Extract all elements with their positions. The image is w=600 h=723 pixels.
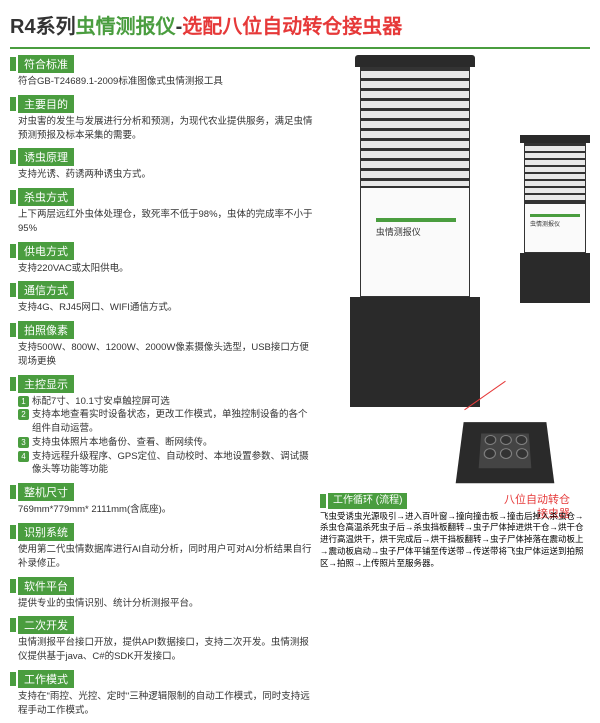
spec-list: 符合标准符合GB-T24689.1-2009标准图像式虫情测报工具主要目的对虫害… <box>10 55 315 723</box>
section-body: 1标配7寸、10.1寸安卓触控屏可选2支持本地查看实时设备状态，更改工作模式，单… <box>10 393 315 480</box>
device-small-label: 虫情测报仪 <box>530 219 585 228</box>
num-badge-icon: 1 <box>18 396 29 407</box>
device-small: 虫情测报仪 <box>520 135 590 303</box>
section-title: 识别系统 <box>18 523 74 541</box>
workflow-section: 工作循环 (流程) 飞虫受诱虫光源吸引→进入百叶窗→撞向撞击板→撞击后掉入杀虫仓… <box>320 493 590 570</box>
spec-section: 符合标准符合GB-T24689.1-2009标准图像式虫情测报工具 <box>10 55 315 91</box>
section-body: 支持220VAC或太阳供电。 <box>10 260 315 278</box>
section-title: 供电方式 <box>18 242 74 260</box>
list-item: 3支持虫体照片本地备份、查看、断网续传。 <box>18 436 315 450</box>
spec-section: 主控显示1标配7寸、10.1寸安卓触控屏可选2支持本地查看实时设备状态，更改工作… <box>10 375 315 480</box>
spec-section: 整机尺寸769mm*779mm* 2111mm(含底座)。 <box>10 483 315 519</box>
title-prefix: R4系列 <box>10 10 76 39</box>
spec-section: 通信方式支持4G、RJ45网口、WIFI通信方式。 <box>10 281 315 317</box>
page-title: R4系列 虫情测报仪 - 选配八位自动转仓接虫器 <box>10 10 590 39</box>
section-body: 使用第二代虫情数据库进行AI自动分析，同时用户可对AI分析结果自行补录修正。 <box>10 541 315 573</box>
section-title: 整机尺寸 <box>18 483 74 501</box>
spec-section: 二次开发虫情测报平台接口开放，提供API数据接口，支持二次开发。虫情测报仪提供基… <box>10 616 315 666</box>
section-body: 支持4G、RJ45网口、WIFI通信方式。 <box>10 299 315 317</box>
workflow-body: 飞虫受诱虫光源吸引→进入百叶窗→撞向撞击板→撞击后掉入杀虫仓→杀虫仓高温杀死虫子… <box>320 511 590 570</box>
section-body: 769mm*779mm* 2111mm(含底座)。 <box>10 501 315 519</box>
section-body: 提供专业的虫情识别、统计分析测报平台。 <box>10 595 315 613</box>
device-illustration: 虫情测报仪 虫情测报仪 <box>315 55 590 723</box>
spec-section: 诱虫原理支持光诱、药诱两种诱虫方式。 <box>10 148 315 184</box>
section-body: 支持500W、800W、1200W、2000W像素摄像头选型，USB接口方便现场… <box>10 339 315 371</box>
num-badge-icon: 3 <box>18 437 29 448</box>
section-title: 主要目的 <box>18 95 74 113</box>
spec-section: 拍照像素支持500W、800W、1200W、2000W像素摄像头选型，USB接口… <box>10 321 315 371</box>
list-item: 1标配7寸、10.1寸安卓触控屏可选 <box>18 395 315 409</box>
workflow-title: 工作循环 (流程) <box>328 493 407 509</box>
section-body: 支持光诱、药诱两种诱虫方式。 <box>10 166 315 184</box>
device-main: 虫情测报仪 <box>355 55 475 435</box>
section-title: 二次开发 <box>18 616 74 634</box>
spec-section: 工作模式支持在"雨控、光控、定时"三种逻辑限制的自动工作模式，同时支持远程手动工… <box>10 670 315 720</box>
title-config: 选配八位自动转仓接虫器 <box>182 10 402 39</box>
section-title: 通信方式 <box>18 281 74 299</box>
section-title: 软件平台 <box>18 577 74 595</box>
section-title: 主控显示 <box>18 375 74 393</box>
section-title: 杀虫方式 <box>18 188 74 206</box>
section-title: 工作模式 <box>18 670 74 688</box>
spec-section: 供电方式支持220VAC或太阳供电。 <box>10 242 315 278</box>
spec-section: 软件平台提供专业的虫情识别、统计分析测报平台。 <box>10 577 315 613</box>
num-badge-icon: 4 <box>18 451 29 462</box>
device-label: 虫情测报仪 <box>376 225 456 238</box>
list-item: 4支持远程升级程序、GPS定位、自动校时、本地设置参数、调试摄像头等功能等功能 <box>18 450 315 478</box>
spec-section: 识别系统使用第二代虫情数据库进行AI自动分析，同时用户可对AI分析结果自行补录修… <box>10 523 315 573</box>
num-badge-icon: 2 <box>18 409 29 420</box>
section-body: 虫情测报平台接口开放，提供API数据接口，支持二次开发。虫情测报仪提供基于jav… <box>10 634 315 666</box>
section-body: 符合GB-T24689.1-2009标准图像式虫情测报工具 <box>10 73 315 91</box>
section-body: 对虫害的发生与发展进行分析和预测，为现代农业提供服务，满足虫情预测预报及标本采集… <box>10 113 315 145</box>
title-divider <box>10 47 590 49</box>
title-product: 虫情测报仪 <box>76 10 176 39</box>
section-title: 符合标准 <box>18 55 74 73</box>
section-body: 支持在"雨控、光控、定时"三种逻辑限制的自动工作模式，同时支持远程手动工作模式。 <box>10 688 315 720</box>
spec-section: 杀虫方式上下两层远红外虫体处理仓，致死率不低于98%，虫体的完成率不小于95% <box>10 188 315 238</box>
section-title: 诱虫原理 <box>18 148 74 166</box>
section-body: 上下两层远红外虫体处理仓，致死率不低于98%，虫体的完成率不小于95% <box>10 206 315 238</box>
list-item: 2支持本地查看实时设备状态，更改工作模式，单独控制设备的各个组件自动运营。 <box>18 408 315 436</box>
section-title: 拍照像素 <box>18 321 74 339</box>
spec-section: 主要目的对虫害的发生与发展进行分析和预测，为现代农业提供服务，满足虫情预测预报及… <box>10 95 315 145</box>
title-dash: - <box>176 16 183 39</box>
